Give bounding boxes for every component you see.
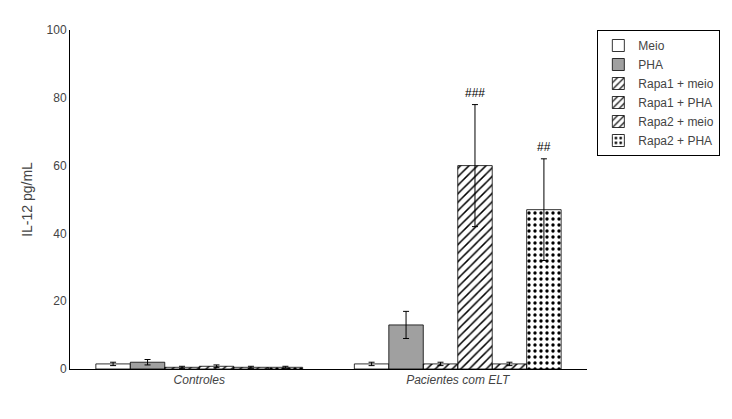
svg-text:20: 20 <box>53 294 67 308</box>
svg-text:###: ### <box>465 86 485 100</box>
svg-text:Controles: Controles <box>174 373 225 387</box>
svg-text:Pacientes com ELT: Pacientes com ELT <box>406 373 511 387</box>
svg-text:Rapa1 + PHA: Rapa1 + PHA <box>638 96 712 110</box>
svg-text:40: 40 <box>53 227 67 241</box>
svg-text:100: 100 <box>47 23 67 37</box>
svg-text:Rapa2 + PHA: Rapa2 + PHA <box>638 134 712 148</box>
svg-text:##: ## <box>537 140 551 154</box>
svg-text:Rapa1 + meio: Rapa1 + meio <box>638 77 713 91</box>
svg-text:PHA: PHA <box>638 58 663 72</box>
svg-text:60: 60 <box>53 159 67 173</box>
svg-text:IL-12 pg/mL: IL-12 pg/mL <box>19 162 35 237</box>
svg-text:Meio: Meio <box>638 39 664 53</box>
svg-text:0: 0 <box>60 362 67 376</box>
svg-text:80: 80 <box>53 91 67 105</box>
svg-text:Rapa2 + meio: Rapa2 + meio <box>638 115 713 129</box>
